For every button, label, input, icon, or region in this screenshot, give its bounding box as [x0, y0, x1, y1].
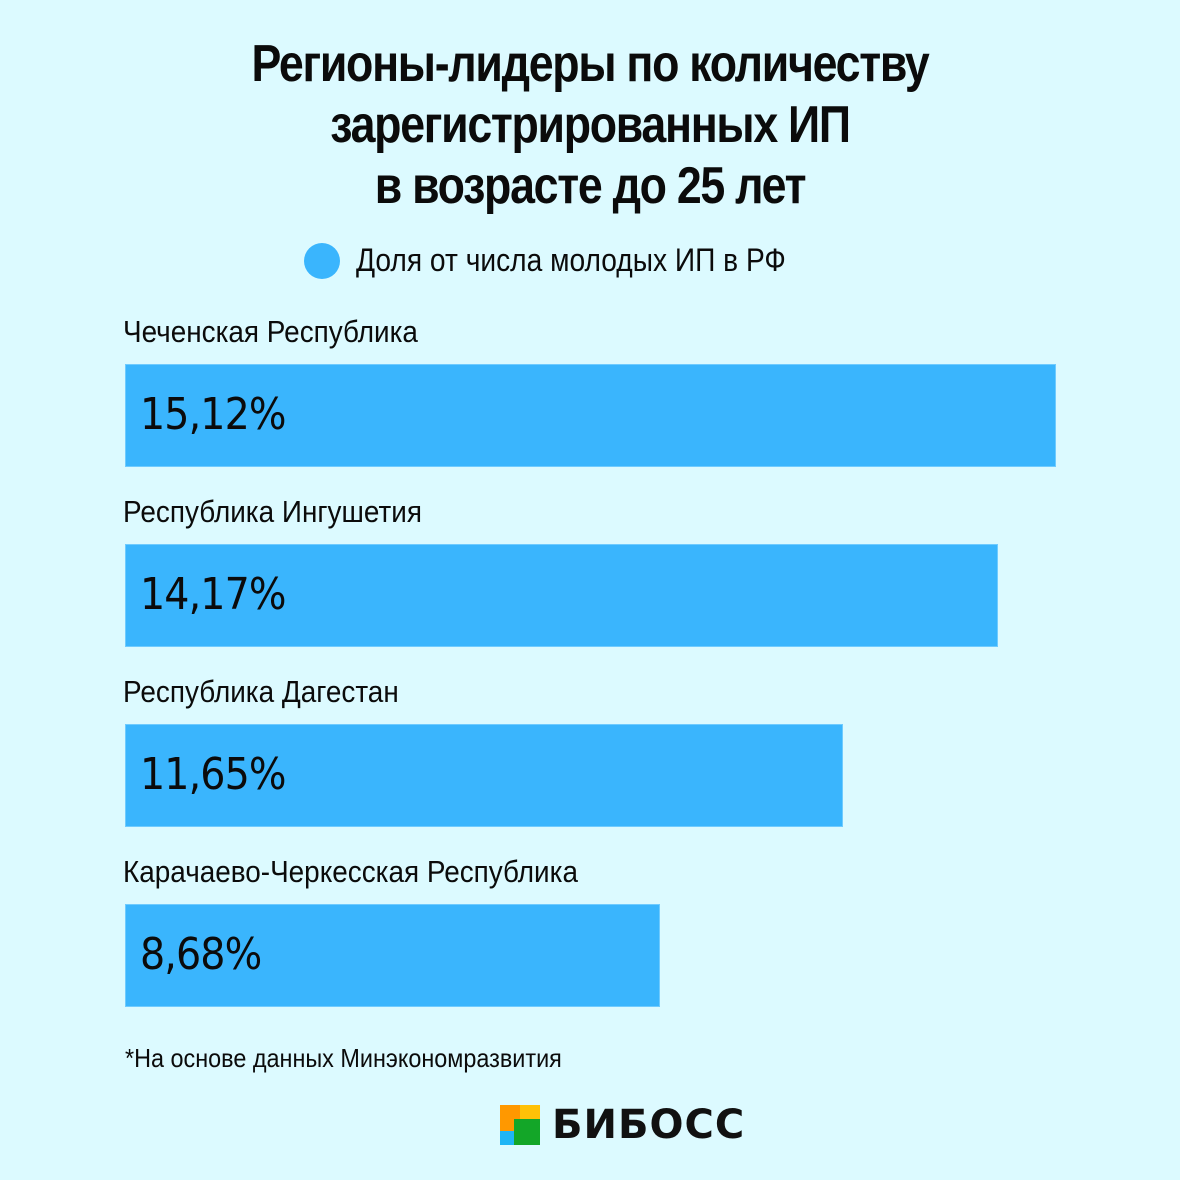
bar: 15,12% [125, 364, 1056, 467]
bibos-logo-icon [500, 1105, 540, 1145]
source-footnote: *На основе данных Минэкономразвития [125, 1043, 562, 1073]
bar-value-label: 11,65% [140, 749, 287, 800]
chart-title-line-2: зарегистрированных ИП [330, 96, 851, 154]
bar: 14,17% [125, 544, 998, 647]
brand-name: БИБОСС [552, 1102, 746, 1148]
legend: Доля от числа молодых ИП в РФ [304, 242, 844, 279]
bar-value-label: 15,12% [140, 389, 287, 440]
bar-value-label: 8,68% [140, 929, 262, 980]
bar-value-label: 14,17% [140, 569, 287, 620]
chart-title: Регионы-лидеры по количеству зарегистрир… [83, 34, 1098, 217]
bar-category-label: Республика Ингушетия [123, 494, 422, 529]
bar: 8,68% [125, 904, 660, 1007]
bar-category-label: Республика Дагестан [123, 674, 399, 709]
chart-title-line-3: в возрасте до 25 лет [374, 157, 807, 215]
chart-title-line-1: Регионы-лидеры по количеству [251, 35, 929, 93]
bar-category-label: Чеченская Республика [123, 314, 418, 349]
bar-category-label: Карачаево-Черкесская Республика [123, 854, 578, 889]
legend-label: Доля от числа молодых ИП в РФ [356, 242, 786, 278]
bar: 11,65% [125, 724, 843, 827]
brand: БИБОСС [500, 1102, 745, 1148]
legend-dot-icon [304, 242, 340, 279]
